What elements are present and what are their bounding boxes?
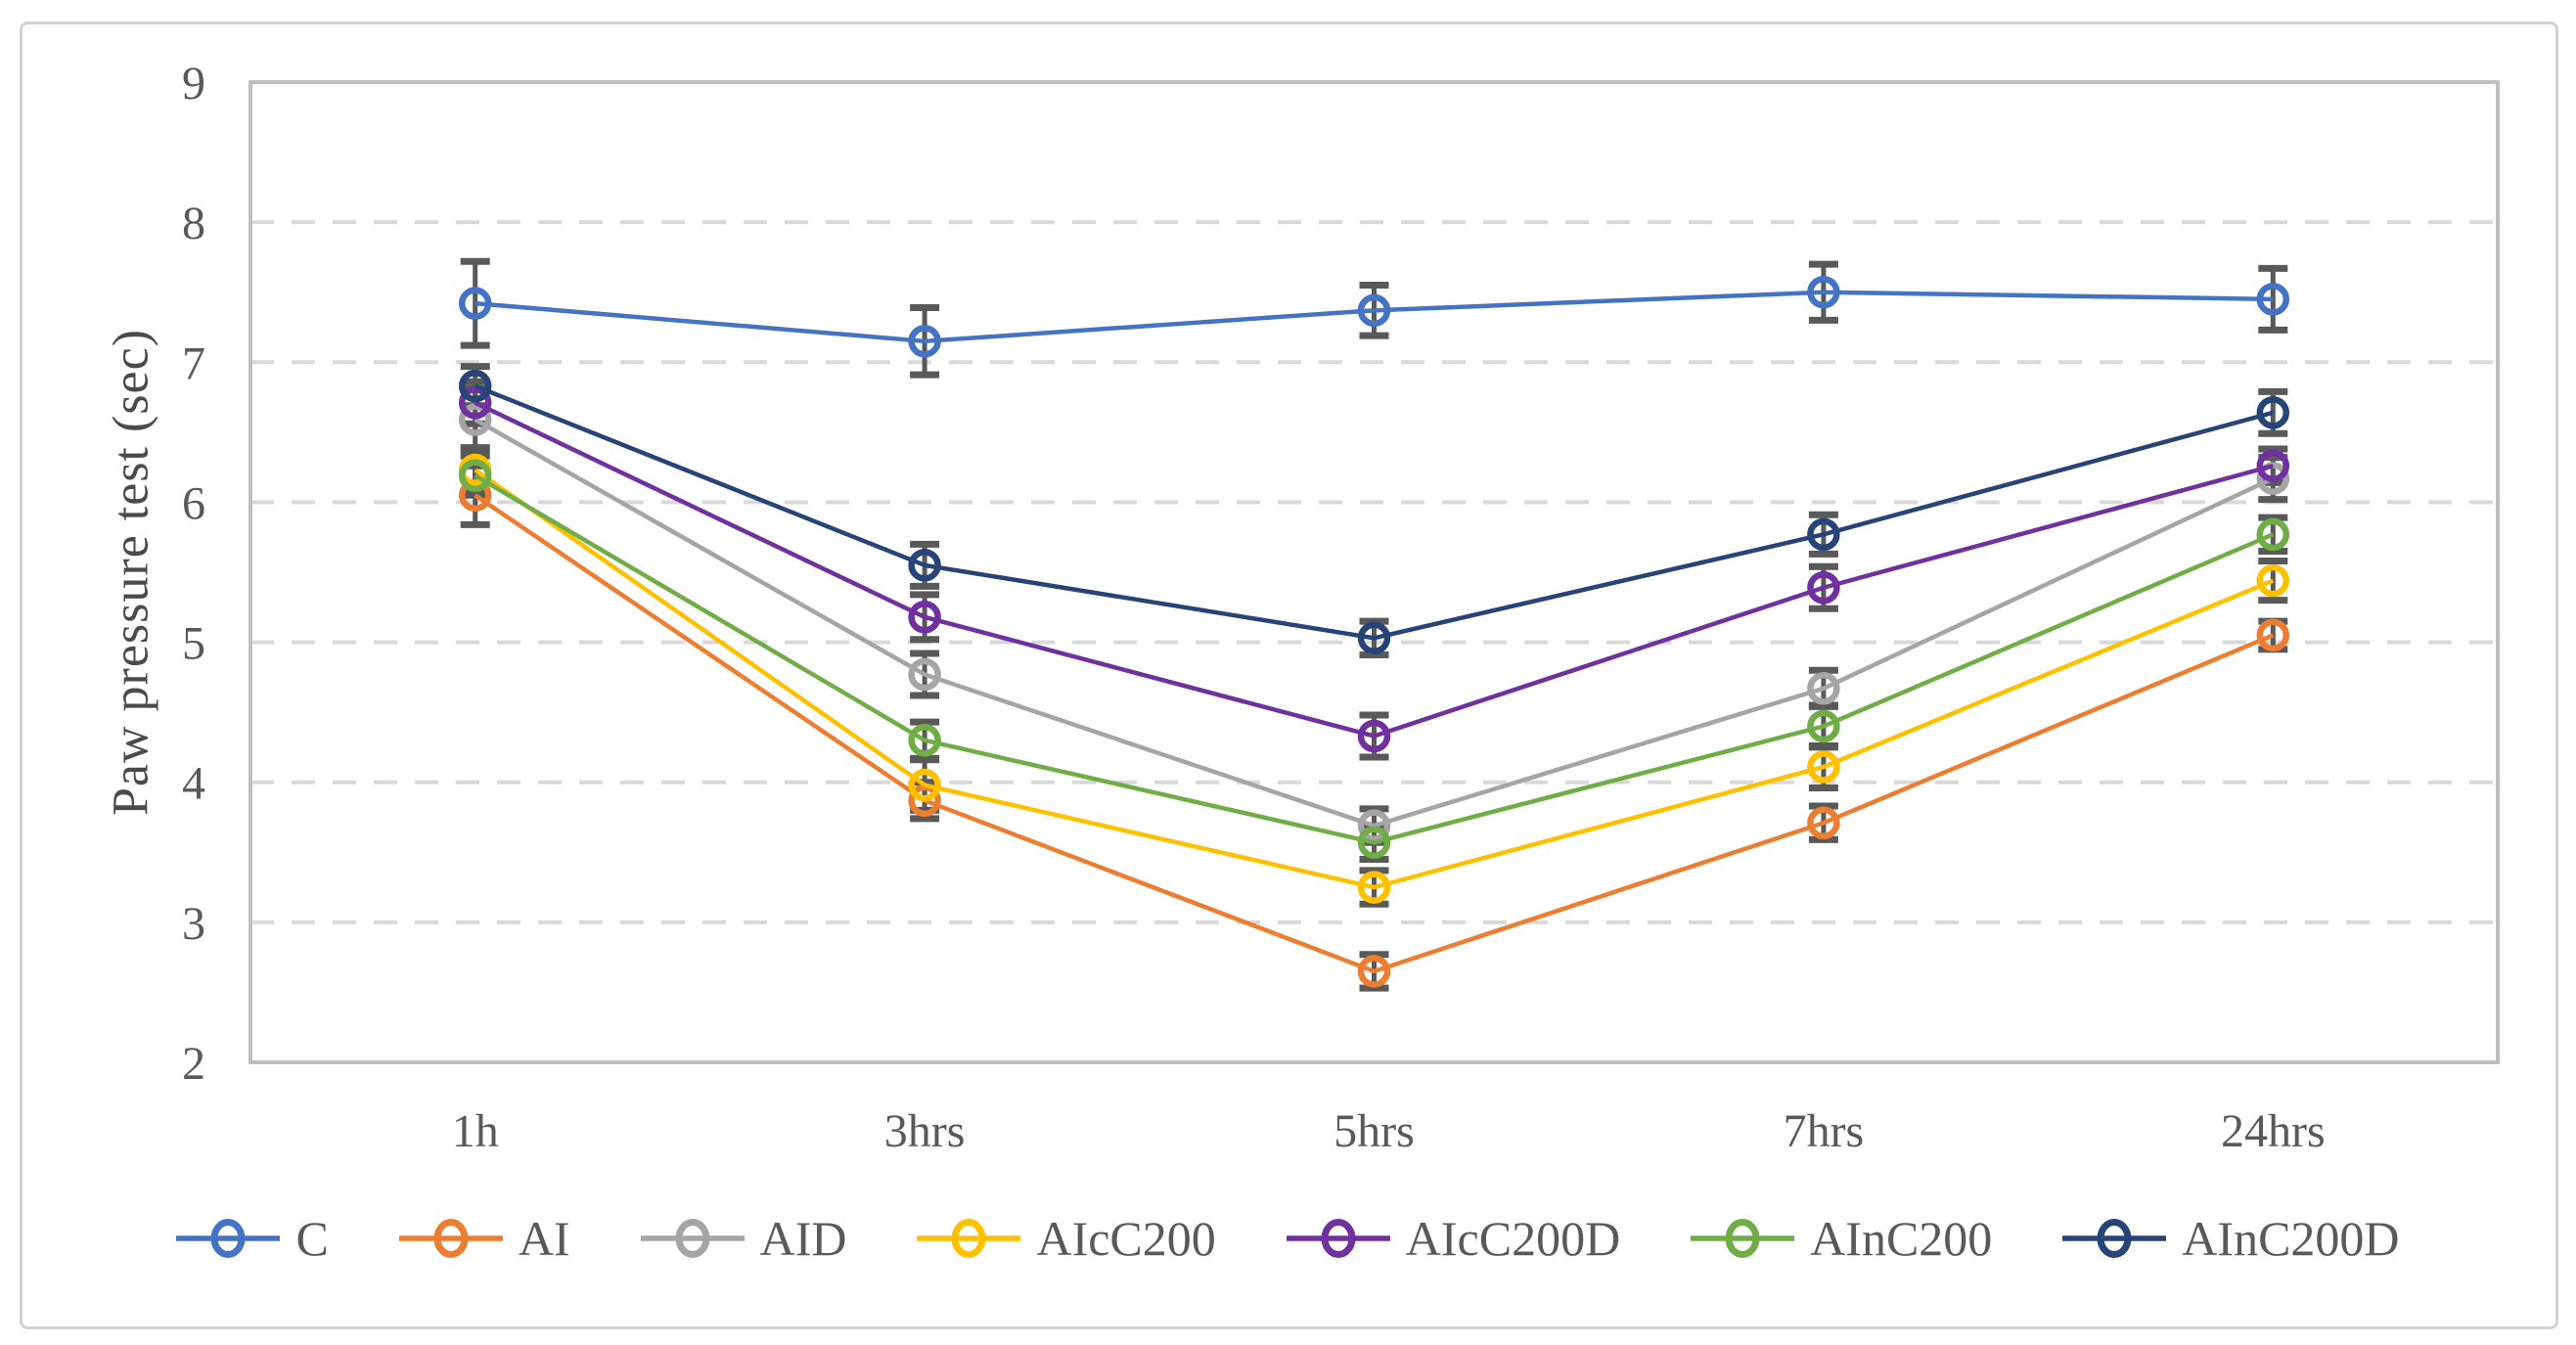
marker-AID-1h — [458, 403, 492, 436]
marker-AI-24hrs — [2256, 618, 2290, 652]
series-line-AInC200D — [474, 383, 2274, 641]
legend-marker-AIcC200D — [1286, 1219, 1390, 1258]
chart-legend: C AI AID AIcC200 AIcC200D AInC200 AInC200D — [0, 1213, 2576, 1264]
series-line-AIcC200 — [474, 468, 2275, 890]
legend-ring — [433, 1219, 469, 1258]
marker-AInC200-3hrs — [908, 724, 941, 757]
series-line-AIcC200D — [474, 400, 2274, 739]
marker-C-5hrs — [1357, 293, 1391, 328]
legend-item-AIcC200D: AIcC200D — [1286, 1211, 1621, 1266]
legend-marker-C — [176, 1219, 281, 1258]
series-line-AI — [474, 493, 2275, 974]
y-tick-label-9: 9 — [182, 58, 205, 110]
legend-marker-AI — [398, 1219, 503, 1258]
series-AInC200D — [458, 369, 2290, 655]
legend-marker-AInC200 — [1691, 1219, 1795, 1258]
marker-AInC200-1h — [458, 459, 492, 492]
marker-AInC200D-24hrs — [2256, 396, 2290, 429]
plot-border — [249, 80, 2500, 1064]
legend-ring — [1321, 1219, 1356, 1258]
marker-AInC200D-3hrs — [908, 549, 941, 582]
legend-item-AIcC200: AIcC200 — [917, 1211, 1216, 1266]
marker-AIcC200-5hrs — [1357, 871, 1391, 904]
legend-label-AInC200D: AInC200D — [2182, 1211, 2400, 1266]
marker-C-3hrs — [908, 325, 941, 358]
legend-marker-AID — [640, 1219, 745, 1258]
legend-item-AInC200D: AInC200D — [2062, 1211, 2400, 1266]
y-tick-label-3: 3 — [182, 898, 205, 950]
y-tick-label-4: 4 — [182, 758, 205, 810]
marker-AInC200D-7hrs — [1807, 517, 1840, 552]
marker-AI-7hrs — [1807, 806, 1840, 839]
marker-AIcC200D-5hrs — [1357, 719, 1391, 753]
y-tick-label-7: 7 — [182, 337, 205, 389]
legend-label-AInC200: AInC200 — [1810, 1211, 1993, 1266]
legend-marker-AIcC200 — [917, 1219, 1021, 1258]
y-tick-label-8: 8 — [182, 198, 205, 249]
legend-marker-AInC200D — [2062, 1219, 2167, 1258]
legend-item-AI: AI — [398, 1211, 570, 1266]
marker-AInC200D-1h — [458, 369, 492, 403]
y-tick-label-5: 5 — [182, 618, 205, 670]
series-AIcC200D — [458, 386, 2290, 753]
x-category-label-24hrs: 24hrs — [2221, 1105, 2326, 1157]
marker-AIcC200-3hrs — [908, 768, 941, 802]
marker-AIcC200D-24hrs — [2256, 449, 2290, 482]
marker-AInC200-24hrs — [2256, 517, 2290, 552]
x-category-label-3hrs: 3hrs — [884, 1105, 966, 1157]
legend-ring — [1725, 1219, 1760, 1258]
marker-AIcC200D-7hrs — [1807, 570, 1840, 605]
marker-AInC200-7hrs — [1807, 709, 1840, 743]
legend-label-AIcC200: AIcC200 — [1036, 1211, 1216, 1266]
x-category-label-1h: 1h — [452, 1105, 499, 1157]
legend-ring — [2097, 1219, 2132, 1258]
legend-label-AID: AID — [759, 1211, 847, 1266]
marker-C-1h — [458, 287, 492, 320]
marker-AID-7hrs — [1807, 672, 1840, 705]
marker-C-7hrs — [1807, 275, 1840, 309]
legend-label-AI: AI — [518, 1211, 570, 1266]
series-C — [458, 275, 2290, 358]
legend-label-AIcC200D: AIcC200D — [1405, 1211, 1621, 1266]
series-AInC200 — [458, 459, 2290, 860]
marker-AID-3hrs — [908, 657, 941, 692]
marker-AIcC200-24hrs — [2256, 563, 2290, 598]
marker-AID-24hrs — [2256, 462, 2290, 495]
marker-AInC200-5hrs — [1357, 826, 1391, 860]
y-tick-label-2: 2 — [182, 1038, 205, 1090]
y-axis-title: Paw pressure test (sec) — [103, 328, 159, 817]
series-line-AID — [474, 418, 2275, 829]
marker-AIcC200D-1h — [458, 386, 492, 420]
marker-AIcC200-7hrs — [1807, 750, 1840, 784]
legend-ring — [951, 1219, 986, 1258]
marker-AIcC200D-3hrs — [908, 601, 941, 634]
legend-item-AID: AID — [640, 1211, 847, 1266]
series-line-AInC200 — [474, 473, 2275, 845]
series-AID — [458, 403, 2290, 842]
marker-AID-5hrs — [1357, 809, 1391, 842]
marker-C-24hrs — [2256, 283, 2290, 316]
x-category-label-7hrs: 7hrs — [1784, 1105, 1865, 1157]
x-category-label-5hrs: 5hrs — [1333, 1105, 1415, 1157]
legend-item-AInC200: AInC200 — [1691, 1213, 1992, 1264]
legend-item-C: C — [176, 1211, 329, 1266]
y-tick-label-6: 6 — [182, 477, 205, 529]
marker-AI-5hrs — [1357, 955, 1391, 988]
legend-ring — [210, 1219, 246, 1258]
marker-AInC200D-5hrs — [1357, 621, 1391, 655]
legend-ring — [675, 1219, 710, 1258]
series-line-C — [475, 290, 2274, 344]
legend-label-C: C — [295, 1211, 329, 1266]
